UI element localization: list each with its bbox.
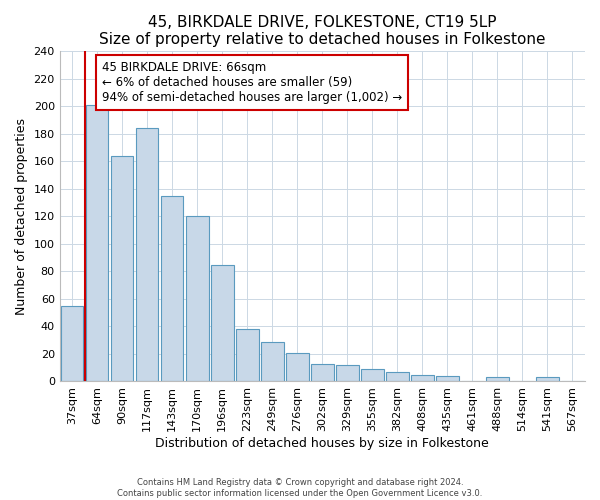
Bar <box>61 306 83 382</box>
X-axis label: Distribution of detached houses by size in Folkestone: Distribution of detached houses by size … <box>155 437 489 450</box>
Bar <box>86 105 109 382</box>
Bar <box>161 196 184 382</box>
Bar <box>311 364 334 382</box>
Bar <box>386 372 409 382</box>
Y-axis label: Number of detached properties: Number of detached properties <box>15 118 28 315</box>
Bar <box>261 342 284 382</box>
Bar <box>361 369 383 382</box>
Text: Contains HM Land Registry data © Crown copyright and database right 2024.
Contai: Contains HM Land Registry data © Crown c… <box>118 478 482 498</box>
Text: 45 BIRKDALE DRIVE: 66sqm
← 6% of detached houses are smaller (59)
94% of semi-de: 45 BIRKDALE DRIVE: 66sqm ← 6% of detache… <box>101 61 402 104</box>
Bar <box>536 378 559 382</box>
Bar <box>436 376 458 382</box>
Bar <box>411 374 434 382</box>
Bar <box>111 156 133 382</box>
Bar <box>211 264 233 382</box>
Bar <box>486 378 509 382</box>
Title: 45, BIRKDALE DRIVE, FOLKESTONE, CT19 5LP
Size of property relative to detached h: 45, BIRKDALE DRIVE, FOLKESTONE, CT19 5LP… <box>99 15 545 48</box>
Bar <box>286 352 308 382</box>
Bar <box>336 365 359 382</box>
Bar <box>186 216 209 382</box>
Bar <box>136 128 158 382</box>
Bar <box>236 329 259 382</box>
